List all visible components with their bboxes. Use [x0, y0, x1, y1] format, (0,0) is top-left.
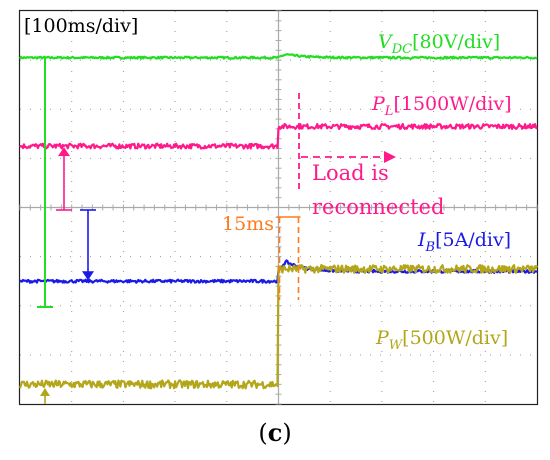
caption-letter: c	[267, 418, 283, 447]
label-vdc-sub: DC	[391, 42, 412, 57]
label-pl-main: P	[371, 93, 386, 115]
marker-ib-arrowhead	[82, 271, 94, 281]
delay-label: 15ms	[222, 213, 274, 235]
markers	[37, 57, 396, 404]
label-pw-sub: W	[389, 338, 404, 353]
label-pw-scale: [500W/div]	[402, 327, 508, 349]
figure-caption: (c)	[258, 418, 292, 447]
trace-pl	[19, 122, 538, 150]
grid	[19, 10, 538, 405]
event-note-line1: Load is	[312, 161, 389, 185]
label-ib: IB[5A/div]	[417, 229, 511, 255]
label-ib-main: I	[417, 229, 426, 251]
event-note-line2: reconnected	[312, 195, 444, 219]
marker-pl-arrowhead	[58, 147, 70, 157]
timebase-label: [100ms/div]	[24, 15, 138, 37]
oscilloscope-chart: [100ms/div] VDC[80V/div] PL[1500W/div] L…	[18, 9, 539, 406]
label-ib-scale: [5A/div]	[435, 229, 511, 251]
event-arrowhead	[384, 151, 396, 163]
trace-vdc	[19, 53, 538, 60]
label-vdc-scale: [80V/div]	[412, 31, 500, 53]
trace-pw	[18, 264, 539, 390]
traces	[18, 53, 539, 390]
label-vdc: VDC[80V/div]	[378, 31, 500, 57]
label-pw: PW[500W/div]	[375, 327, 508, 353]
label-vdc-main: V	[378, 31, 394, 53]
label-pl-sub: L	[384, 104, 394, 119]
label-pw-main: P	[375, 327, 390, 349]
label-ib-sub: B	[425, 240, 436, 255]
label-pl: PL[1500W/div]	[371, 93, 512, 119]
label-pl-scale: [1500W/div]	[393, 93, 511, 115]
marker-pw-arrowhead	[40, 388, 50, 396]
